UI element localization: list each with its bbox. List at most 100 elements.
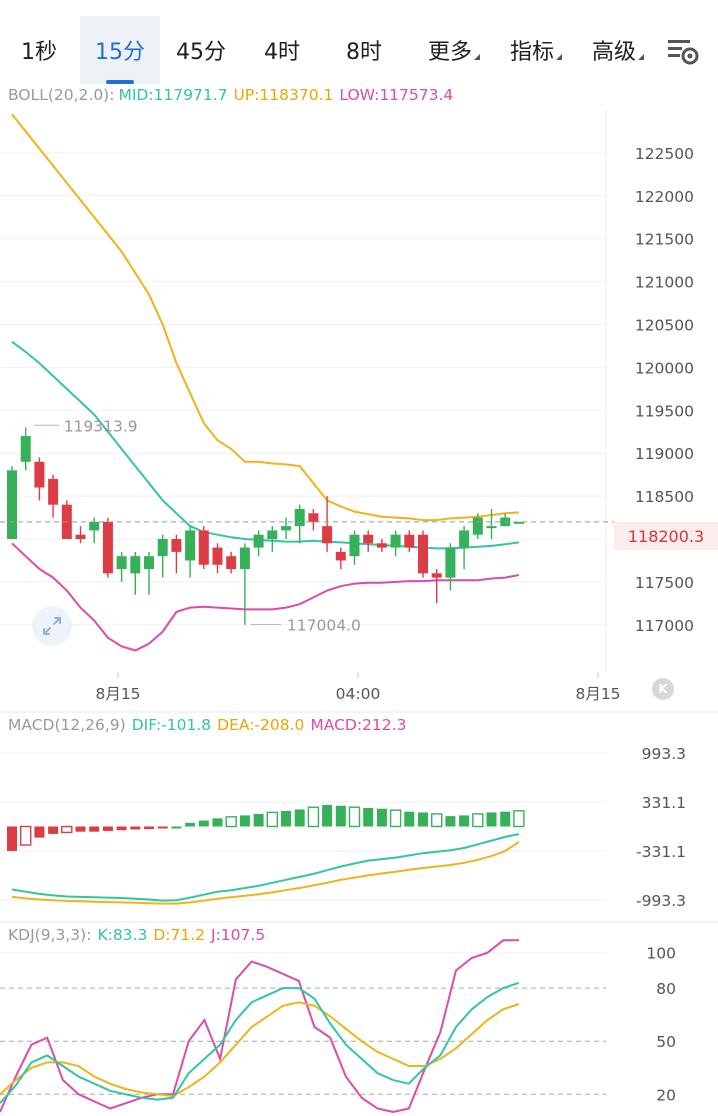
tab-indicators[interactable]: 指标	[500, 16, 572, 84]
time-tick-label: 04:00	[336, 685, 381, 703]
macd-histogram-bar	[431, 813, 443, 828]
macd-histogram-bar	[61, 825, 73, 834]
candle-body	[198, 530, 209, 565]
boll-low-line	[11, 542, 520, 652]
candle-body	[322, 526, 333, 544]
timeframe-tabs: 1秒 15分 45分 4时 8时 更多 指标 高级	[0, 0, 718, 86]
macd-histogram-bar	[48, 826, 59, 834]
macd-indicator-label: MACD(12,26,9)	[8, 716, 126, 734]
macd-histogram-bar	[513, 810, 525, 828]
price-tick-label: 120500	[635, 317, 694, 335]
time-tick-label: 8月15	[95, 685, 140, 703]
macd-histogram-bar	[198, 820, 209, 827]
macd-tick-label: 331.1	[642, 794, 686, 812]
macd-histogram-bar	[34, 826, 45, 838]
tab-1s[interactable]: 1秒	[21, 40, 57, 65]
kdj-indicator-label: KDJ(9,3,3):	[8, 926, 92, 944]
candle-body	[486, 526, 497, 529]
macd-histogram-bar	[185, 822, 196, 827]
candle-body	[363, 534, 374, 544]
candle-body	[171, 539, 182, 552]
boll-mid-value: MID:117971.7	[118, 86, 228, 104]
candle-body	[239, 547, 250, 570]
time-tick-label: 8月15	[575, 685, 620, 703]
candle-body	[445, 547, 456, 578]
tab-4h[interactable]: 4时	[264, 40, 300, 65]
candle-body	[48, 478, 59, 505]
price-tick-label: 120000	[635, 359, 694, 377]
expand-chart-button[interactable]	[32, 606, 72, 646]
macd-histogram-bar	[281, 810, 291, 827]
macd-histogram-bar	[266, 811, 278, 828]
kdj-legend: KDJ(9,3,3): K:83.3 D:71.2 J:107.5	[8, 926, 271, 944]
price-tick-label: 121500	[635, 231, 694, 249]
candle-body	[34, 461, 45, 488]
caret-down-icon	[638, 54, 644, 60]
macd-histogram-bar	[389, 809, 402, 828]
chart-settings-button[interactable]	[664, 34, 704, 70]
candle-body	[212, 547, 223, 565]
candle-body	[472, 517, 483, 535]
macd-histogram-bar	[7, 826, 17, 851]
macd-dif-line	[11, 833, 520, 902]
boll-mid-line	[11, 340, 520, 550]
candle-body	[185, 530, 196, 561]
macd-histogram-bar	[89, 826, 100, 832]
candle-body	[308, 513, 319, 522]
kdj-j-line	[0, 939, 519, 1114]
price-tick-label: 119000	[635, 445, 694, 463]
kdj-d-value: D:71.2	[153, 926, 206, 944]
kdj-d-line	[0, 1001, 520, 1098]
macd-histogram-bar	[348, 806, 361, 828]
macd-tick-label: 993.3	[642, 745, 686, 763]
kdj-k-line	[0, 981, 520, 1104]
macd-histogram-bar	[486, 812, 497, 827]
macd-histogram-bar	[418, 812, 428, 827]
kdj-tick-label: 100	[646, 945, 676, 963]
price-tick-label: 122500	[635, 145, 694, 163]
caret-down-icon	[474, 54, 480, 60]
candle-body	[294, 508, 305, 527]
boll-indicator-label: BOLL(20,2.0):	[8, 86, 115, 104]
macd-histogram-bar	[253, 813, 264, 827]
candle-body	[89, 521, 100, 531]
macd-dea-line	[11, 841, 520, 905]
candle-body	[102, 521, 113, 574]
candle-body	[459, 530, 470, 548]
tab-more[interactable]: 更多	[418, 16, 490, 84]
macd-histogram-bar	[322, 805, 333, 827]
macd-histogram-bar	[239, 815, 250, 827]
macd-histogram-bar	[20, 825, 32, 846]
boll-legend: BOLL(20,2.0): MID:117971.7 UP:118370.1 LOW:…	[8, 86, 459, 104]
macd-histogram-bar	[500, 811, 511, 827]
candle-body	[144, 556, 154, 570]
macd-histogram-bar	[404, 811, 415, 827]
candle-body	[116, 556, 127, 570]
kdj-j-value: J:107.5	[211, 926, 266, 944]
candle-body	[349, 534, 360, 557]
low-annotation-label: 117004.0	[287, 616, 361, 634]
candle-body	[404, 534, 415, 548]
candle-body	[253, 534, 264, 548]
price-tick-label: 117500	[635, 574, 694, 592]
tab-8h[interactable]: 8时	[346, 40, 382, 65]
macd-tick-label: -331.1	[636, 843, 686, 861]
macd-histogram-bar	[116, 826, 127, 831]
expand-icon	[43, 617, 61, 635]
k-toggle-button[interactable]: K	[652, 678, 674, 700]
macd-legend: MACD(12,26,9) DIF:-101.8 DEA:-208.0 MACD:21…	[8, 716, 412, 734]
tab-45m[interactable]: 45分	[176, 40, 226, 65]
price-tick-label: 118500	[635, 488, 694, 506]
candle-body	[7, 470, 17, 540]
candle-body	[513, 521, 524, 524]
candle-body	[157, 539, 168, 557]
candle-body	[335, 551, 346, 561]
tab-15m[interactable]: 15分	[80, 16, 160, 84]
price-tick-label: 122000	[635, 188, 694, 206]
tab-advanced[interactable]: 高级	[582, 16, 654, 84]
boll-up-value: UP:118370.1	[233, 86, 334, 104]
candle-body	[75, 534, 86, 540]
macd-histogram-bar	[307, 806, 320, 828]
macd-histogram-bar	[157, 826, 168, 829]
